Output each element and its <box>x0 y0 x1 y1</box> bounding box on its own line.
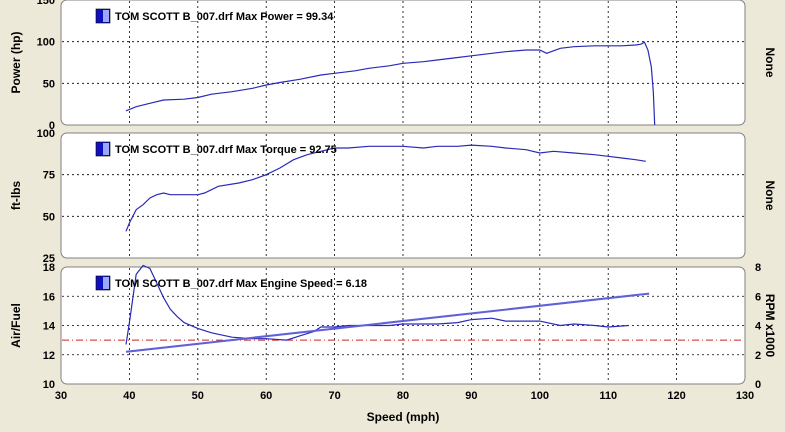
x-tick-label: 30 <box>55 390 67 402</box>
x-tick-label: 70 <box>328 390 340 402</box>
y2-tick-label: 4 <box>755 321 762 333</box>
y-tick-label: 0 <box>49 120 55 132</box>
x-tick-label: 60 <box>260 390 272 402</box>
x-tick-label: 120 <box>667 390 685 402</box>
y-tick-label: 16 <box>43 291 55 303</box>
chart-title: TOM SCOTT B_007.drf Max Engine Speed = 6… <box>115 278 367 290</box>
y-axis-label: Air/Fuel <box>9 303 23 348</box>
legend-swatch-light <box>103 10 109 22</box>
x-tick-label: 130 <box>736 390 754 402</box>
x-tick-label: 50 <box>192 390 204 402</box>
x-tick-label: 80 <box>397 390 409 402</box>
series-line <box>125 144 646 232</box>
y-tick-label: 12 <box>43 350 55 362</box>
x-tick-label: 90 <box>465 390 477 402</box>
y-tick-label: 50 <box>43 211 55 223</box>
y-tick-label: 50 <box>43 78 55 90</box>
right-axis-label: None <box>763 48 777 78</box>
chart-title: TOM SCOTT B_007.drf Max Power = 99.34 <box>115 11 334 23</box>
y-tick-label: 18 <box>43 262 55 274</box>
y2-tick-label: 2 <box>755 350 761 362</box>
legend-swatch-light <box>103 277 109 289</box>
y2-tick-label: 8 <box>755 262 761 274</box>
y-axis-label: Power (hp) <box>9 31 23 93</box>
y-tick-label: 100 <box>37 128 55 140</box>
y-axis-label: ft-lbs <box>9 181 23 211</box>
air-fuel-series-line <box>125 264 629 345</box>
x-tick-label: 110 <box>599 390 617 402</box>
y-tick-label: 150 <box>37 0 55 7</box>
y2-axis-label: RPM x1000 <box>763 294 777 358</box>
y2-tick-label: 0 <box>755 379 761 391</box>
legend-swatch <box>95 141 111 157</box>
x-tick-label: 100 <box>531 390 549 402</box>
rpm-series-line <box>125 292 650 353</box>
y-tick-label: 100 <box>37 37 55 49</box>
chart-title: TOM SCOTT B_007.drf Max Torque = 92.75 <box>115 144 337 156</box>
x-axis-label: Speed (mph) <box>367 410 440 424</box>
legend-swatch-light <box>103 143 109 155</box>
y-tick-label: 75 <box>43 170 55 182</box>
y2-tick-label: 6 <box>755 291 761 303</box>
legend-swatch <box>95 8 111 24</box>
series-line <box>125 41 656 126</box>
x-tick-label: 40 <box>123 390 135 402</box>
y-tick-label: 10 <box>43 379 55 391</box>
right-axis-label: None <box>763 181 777 211</box>
legend-swatch <box>95 275 111 291</box>
y-tick-label: 14 <box>43 321 56 333</box>
y-tick-label: 25 <box>43 253 55 265</box>
